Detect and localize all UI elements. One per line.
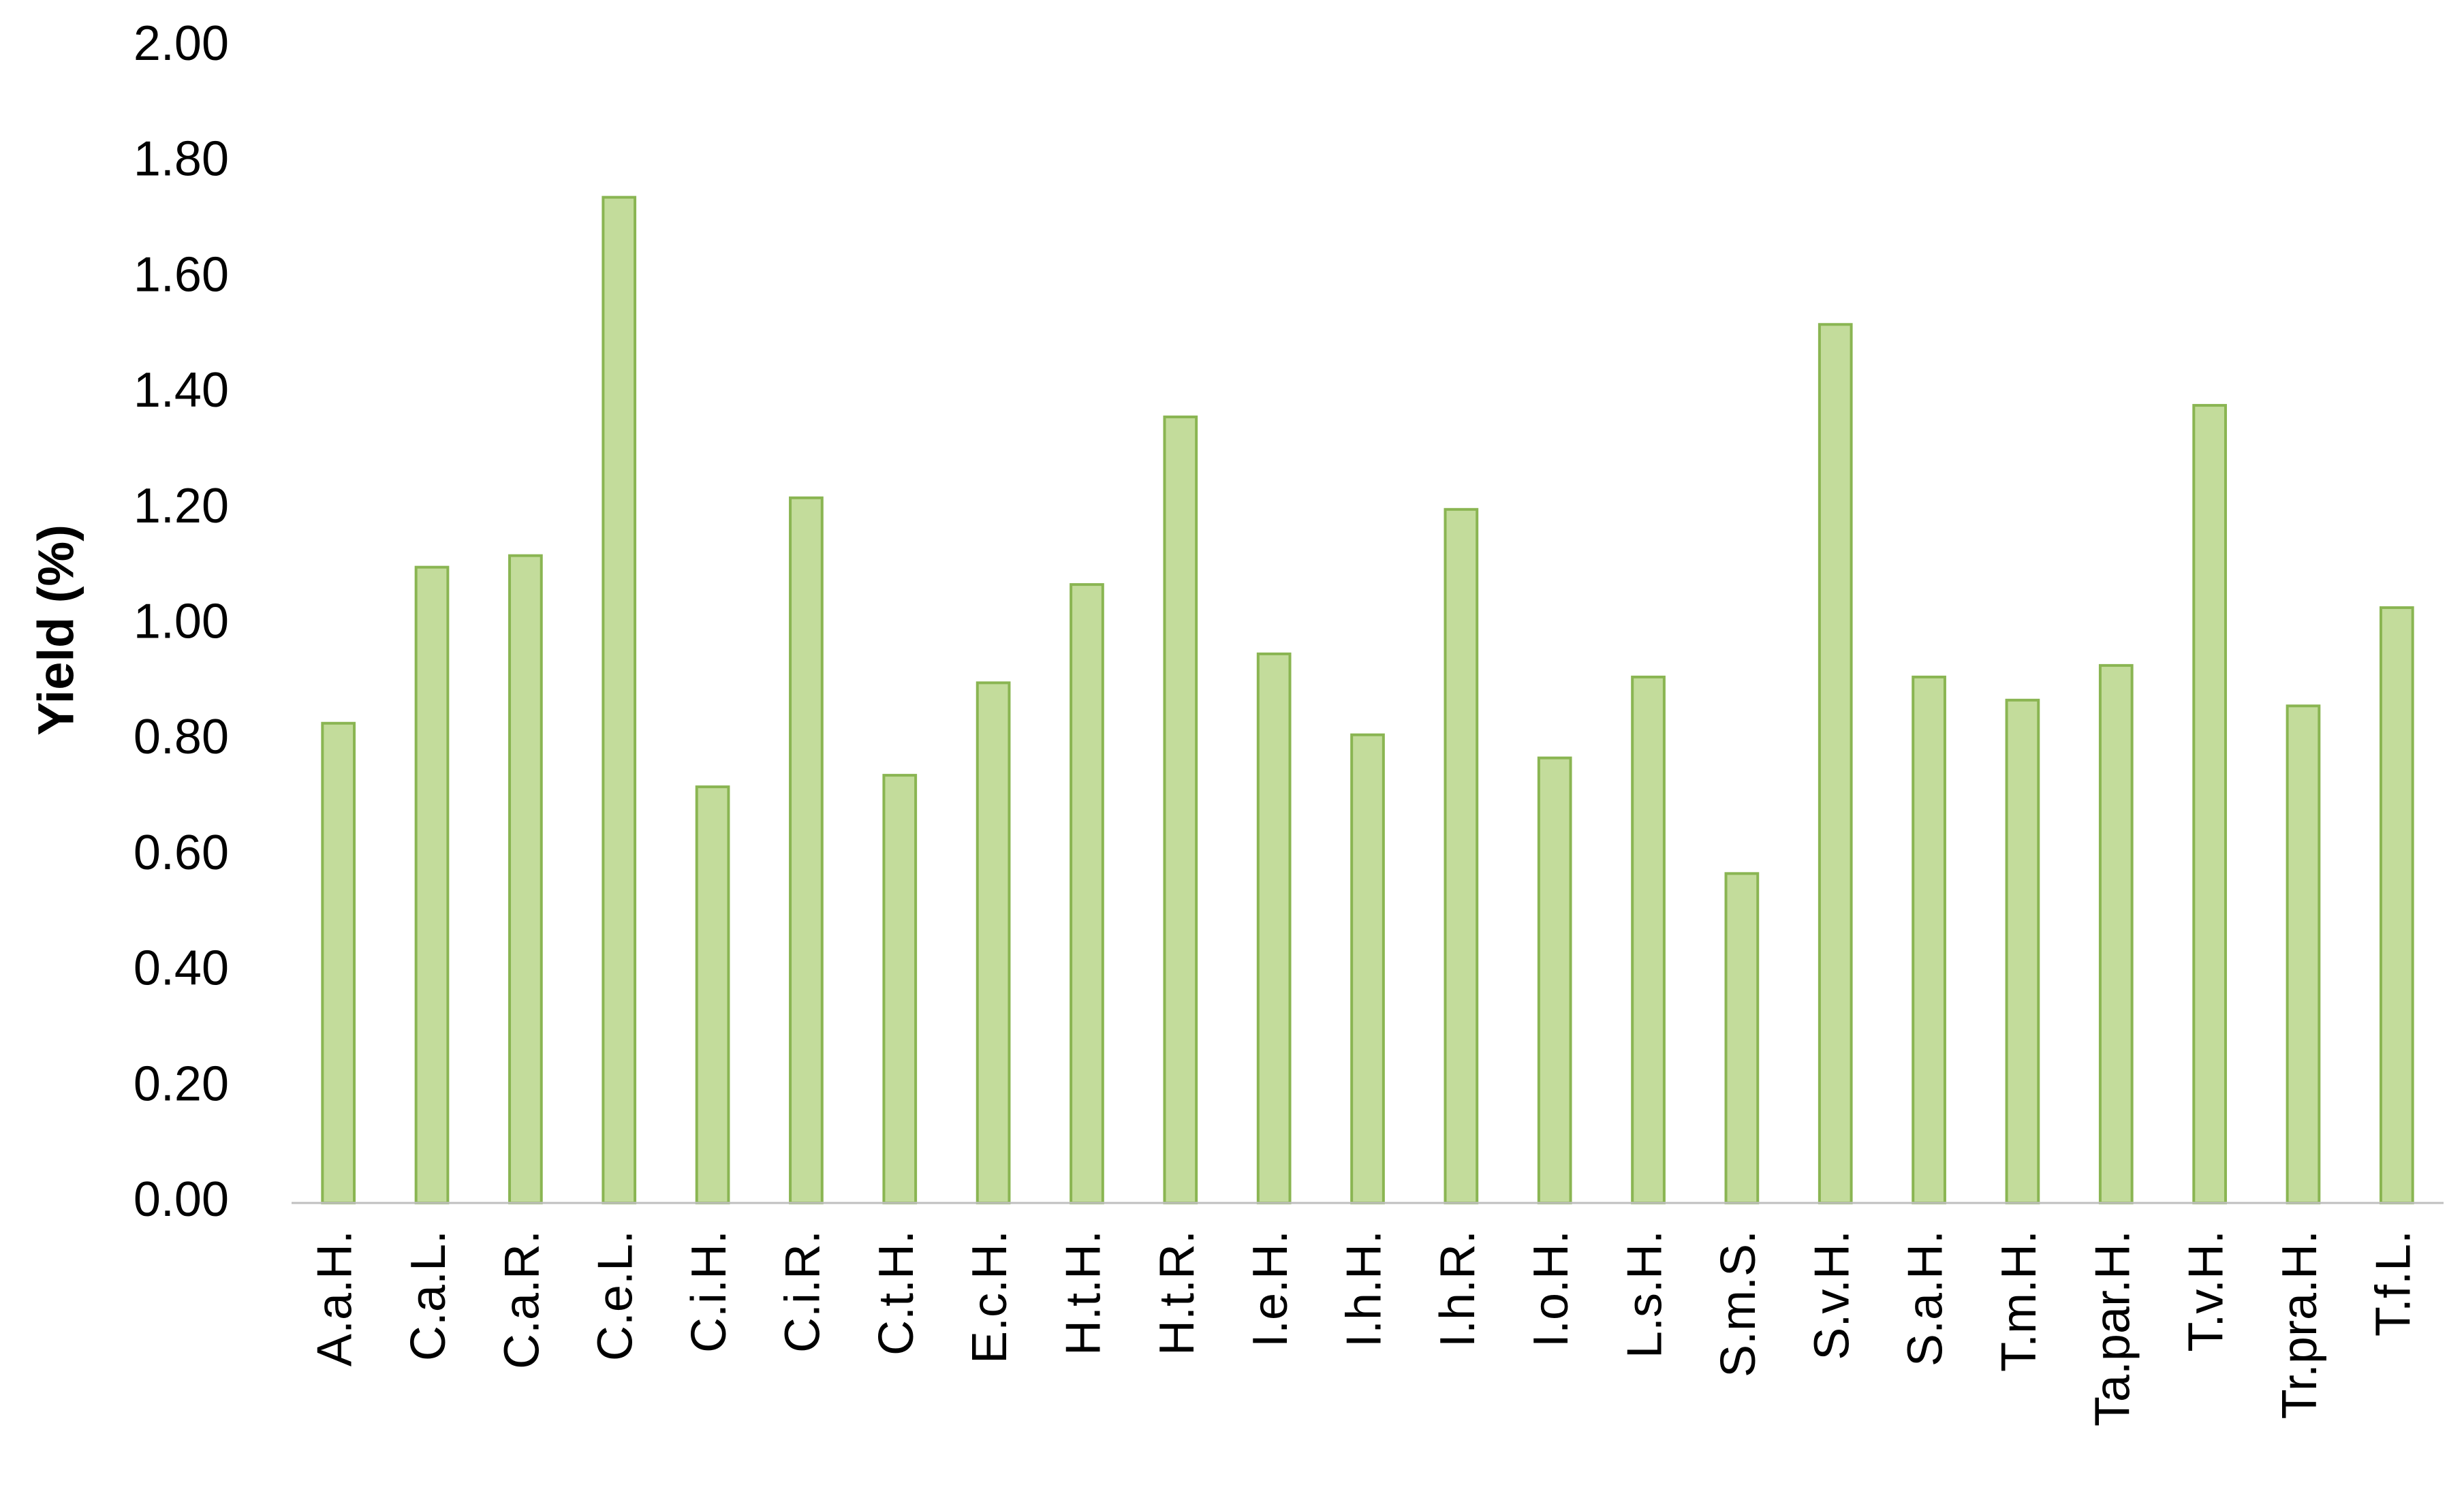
y-tick-label: 0.60 xyxy=(134,826,229,880)
y-tick-label: 0.80 xyxy=(134,710,229,764)
x-tick-label: C.e.L. xyxy=(589,1230,643,1361)
bar xyxy=(1350,733,1385,1204)
y-tick-label: 1.80 xyxy=(134,132,229,187)
x-tick-label: I.o.H. xyxy=(1524,1230,1578,1347)
x-tick-label: H.t.H. xyxy=(1056,1230,1110,1356)
x-tick-label: S.a.H. xyxy=(1899,1230,1953,1366)
y-tick-label: 2.00 xyxy=(134,16,229,71)
x-tick-label: C.i.R. xyxy=(775,1230,830,1353)
bar xyxy=(602,195,637,1204)
bar xyxy=(1537,756,1572,1204)
bar xyxy=(1444,507,1479,1204)
x-tick-label: Ta.par.H. xyxy=(2085,1230,2140,1426)
x-tick-label: L.s.H. xyxy=(1618,1230,1672,1358)
x-tick-label: E.c.H. xyxy=(963,1230,1017,1364)
bar xyxy=(2098,663,2134,1204)
bar xyxy=(1256,652,1292,1204)
x-tick-label: C.a.L. xyxy=(401,1230,456,1361)
x-tick-label: T.f.L. xyxy=(2366,1230,2420,1336)
y-tick-label: 0.40 xyxy=(134,941,229,996)
y-tick-label: 1.00 xyxy=(134,595,229,649)
x-tick-label: C.t.H. xyxy=(869,1230,924,1356)
bar xyxy=(1631,675,1666,1204)
x-tick-label: I.h.H. xyxy=(1337,1230,1392,1347)
bar xyxy=(976,681,1011,1204)
bar xyxy=(2005,698,2040,1205)
x-tick-label: T.v.H. xyxy=(2179,1230,2234,1352)
bar xyxy=(1912,675,1946,1204)
x-tick-label: C.i.H. xyxy=(682,1230,736,1353)
bar xyxy=(882,774,918,1204)
bar xyxy=(508,554,543,1204)
x-tick-label: I.h.R. xyxy=(1431,1230,1485,1347)
y-tick-label: 0.20 xyxy=(134,1057,229,1111)
x-tick-label: T.m.H. xyxy=(1992,1230,2046,1372)
bar xyxy=(414,565,450,1204)
bar xyxy=(1724,872,1760,1204)
x-tick-label: S.v.H. xyxy=(1805,1230,1859,1360)
y-tick-label: 1.60 xyxy=(134,247,229,302)
y-axis-label: Yield (%) xyxy=(28,525,84,736)
bar xyxy=(2286,704,2321,1205)
bar xyxy=(2379,606,2414,1204)
x-tick-label: I.e.H. xyxy=(1243,1230,1298,1347)
bar xyxy=(695,785,730,1204)
x-tick-label: A.a.H. xyxy=(308,1230,362,1366)
bar xyxy=(1818,323,1853,1204)
bar xyxy=(1163,416,1198,1204)
x-tick-label: C.a.R. xyxy=(495,1230,549,1369)
bar xyxy=(789,496,824,1205)
x-tick-label: Tr.pra.H. xyxy=(2273,1230,2327,1419)
y-tick-label: 0.00 xyxy=(134,1172,229,1227)
x-tick-label: H.t.R. xyxy=(1150,1230,1204,1356)
bar xyxy=(1070,583,1104,1204)
x-tick-label: S.m.S. xyxy=(1711,1230,1766,1377)
y-tick-label: 1.40 xyxy=(134,363,229,418)
y-tick-label: 1.20 xyxy=(134,479,229,533)
bar xyxy=(321,721,356,1204)
bar xyxy=(2192,404,2227,1205)
